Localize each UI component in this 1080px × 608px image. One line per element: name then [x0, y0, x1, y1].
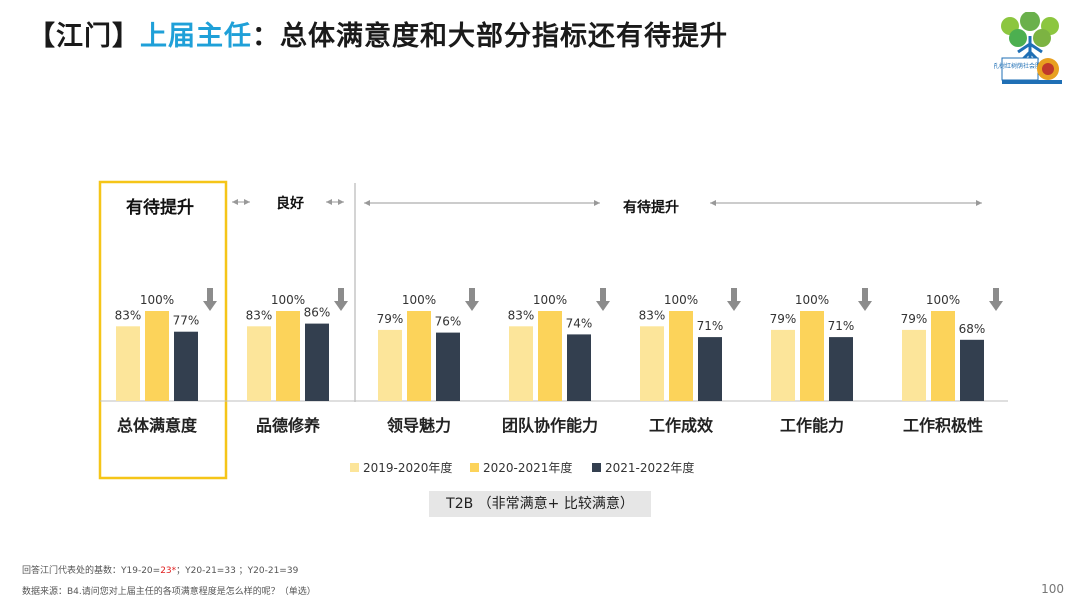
bar	[538, 311, 562, 401]
bar	[509, 326, 533, 401]
bar	[174, 331, 198, 401]
down-arrow-icon	[596, 288, 610, 311]
group-label-needs-improvement-2: 有待提升	[623, 199, 679, 216]
base-y1920: 23*	[160, 566, 177, 576]
bar	[378, 329, 402, 401]
good-range-left-arrow-right	[244, 199, 250, 205]
good-range-right-arrow-left	[326, 199, 332, 205]
legend-label: 2021-2022年度	[605, 460, 694, 475]
down-arrow-icon	[727, 288, 741, 311]
category-label: 工作积极性	[903, 416, 983, 435]
category-label: 工作能力	[780, 416, 844, 435]
improve-range-right-arrow-left	[710, 200, 716, 206]
organization-logo-icon: 孔树红树荫社会服务	[994, 12, 1062, 84]
data-label: 83%	[246, 308, 273, 322]
page-title: 【江门】上届主任：总体满意度和大部分指标还有待提升	[28, 14, 728, 53]
measure-label: T2B （非常满意+ 比较满意）	[429, 491, 651, 517]
bar	[567, 334, 591, 401]
title-highlight: 上届主任	[140, 21, 252, 52]
category-label: 总体满意度	[117, 416, 198, 435]
data-label: 100%	[271, 293, 305, 307]
group-label-good: 良好	[276, 195, 304, 212]
improve-range-left-arrow-right	[594, 200, 600, 206]
bar	[669, 311, 693, 401]
category-label: 品德修养	[256, 416, 321, 435]
title-subtitle: 总体满意度和大部分指标还有待提升	[280, 21, 728, 52]
bar	[902, 329, 926, 401]
down-arrow-icon	[989, 288, 1003, 311]
data-label: 86%	[304, 306, 331, 320]
bar	[800, 311, 824, 401]
bar	[145, 311, 169, 401]
down-arrow-icon	[858, 288, 872, 311]
source-footnote: 数据来源：B4.请问您对上届主任的各项满意程度是怎么样的呢？（单选）	[22, 587, 316, 597]
base-prefix: 回答江门代表处的基数：Y19-20=	[22, 566, 161, 576]
data-label: 100%	[926, 293, 960, 307]
legend-label: 2019-2020年度	[363, 460, 452, 475]
bar	[960, 339, 984, 401]
legend-swatch	[350, 463, 359, 472]
data-label: 83%	[508, 308, 535, 322]
group-label-needs-improvement-1: 有待提升	[126, 197, 194, 218]
bar	[931, 311, 955, 401]
bar	[276, 311, 300, 401]
data-label: 100%	[140, 293, 174, 307]
bar	[640, 326, 664, 401]
data-label: 100%	[402, 293, 436, 307]
title-bracket-right: 】	[112, 21, 140, 52]
logo-text: 孔树红树荫社会服务	[994, 62, 1047, 70]
base-footnote: 回答江门代表处的基数：Y19-20=23*；Y20-21=33 ；Y20-21=…	[22, 563, 298, 576]
bar	[305, 323, 329, 401]
improve-range-right-arrow-right	[976, 200, 982, 206]
down-arrow-icon	[334, 288, 348, 311]
data-label: 100%	[664, 293, 698, 307]
category-label: 领导魅力	[387, 416, 451, 435]
data-label: 79%	[901, 312, 928, 326]
good-range-left-arrow-left	[232, 199, 238, 205]
bar	[771, 329, 795, 401]
bar	[698, 337, 722, 401]
data-label: 74%	[566, 316, 593, 330]
bar	[829, 337, 853, 401]
category-label: 工作成效	[649, 416, 713, 435]
data-label: 68%	[959, 322, 986, 336]
legend-label: 2020-2021年度	[483, 460, 572, 475]
data-label: 79%	[770, 312, 797, 326]
data-label: 71%	[828, 319, 855, 333]
legend-swatch	[470, 463, 479, 472]
highlight-box	[98, 180, 228, 480]
data-label: 77%	[173, 314, 200, 328]
bar	[436, 332, 460, 401]
title-city: 江门	[56, 21, 112, 52]
data-label: 83%	[115, 308, 142, 322]
data-label: 71%	[697, 319, 724, 333]
data-label: 79%	[377, 312, 404, 326]
title-colon: ：	[252, 21, 280, 52]
data-label: 100%	[533, 293, 567, 307]
base-rest: ；Y20-21=33 ；Y20-21=39	[176, 566, 299, 576]
bar	[247, 326, 271, 401]
category-label: 团队协作能力	[502, 416, 598, 435]
data-label: 83%	[639, 308, 666, 322]
improve-range-left-arrow-left	[364, 200, 370, 206]
data-label: 100%	[795, 293, 829, 307]
bar	[407, 311, 431, 401]
legend-swatch	[592, 463, 601, 472]
down-arrow-icon	[203, 288, 217, 311]
data-label: 76%	[435, 315, 462, 329]
down-arrow-icon	[465, 288, 479, 311]
good-range-right-arrow-right	[338, 199, 344, 205]
title-bracket-left: 【	[28, 21, 56, 52]
page-number: 100	[1041, 582, 1064, 596]
bar	[116, 326, 140, 401]
